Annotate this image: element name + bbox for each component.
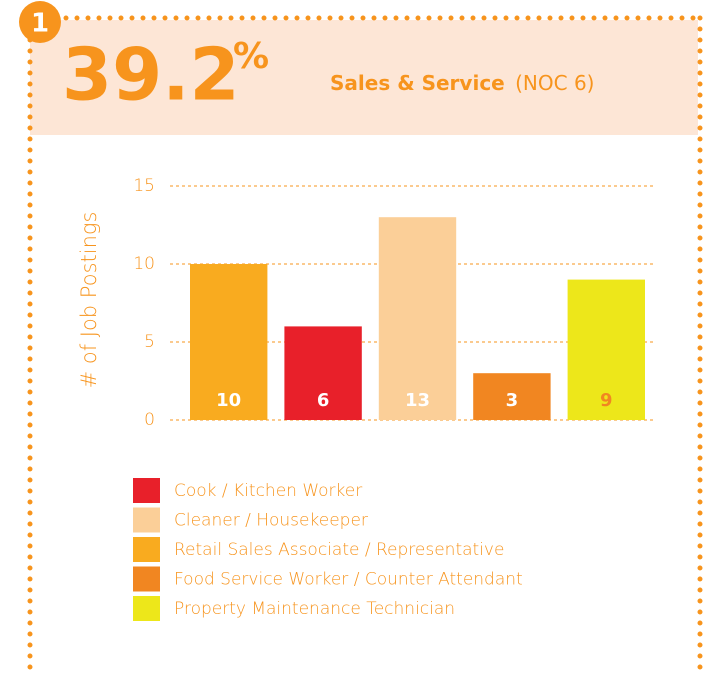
- bar: [567, 279, 645, 420]
- stat-unit: %: [233, 36, 269, 77]
- bar-value-label: 6: [317, 390, 330, 411]
- legend-swatch: [133, 566, 160, 592]
- legend-label: Retail Sales Associate / Representative: [174, 540, 504, 560]
- bar: [473, 373, 551, 420]
- y-tick-label: 10: [133, 254, 155, 274]
- y-tick-label: 15: [133, 176, 155, 196]
- stat-value: 39.2: [62, 33, 240, 117]
- legend-label: Cook / Kitchen Worker: [174, 481, 362, 501]
- y-tick-label: 5: [144, 332, 155, 352]
- header-title: Sales & Service (NOC 6): [330, 71, 594, 95]
- dotted-border: [27, 15, 703, 675]
- bar-value-label: 13: [405, 390, 430, 411]
- bar: [378, 217, 457, 420]
- legend-label: Cleaner / Housekeeper: [174, 511, 368, 531]
- title-note: (NOC 6): [515, 71, 594, 95]
- legend-swatch: [133, 507, 160, 533]
- legend-swatch: [133, 596, 160, 621]
- bar: [284, 326, 362, 420]
- bar: [190, 264, 268, 420]
- legend-swatch: [133, 537, 160, 562]
- badge-number: 1: [31, 9, 49, 39]
- bar-value-label: 3: [506, 390, 519, 411]
- bar-value-label: 9: [600, 390, 613, 411]
- legend-label: Property Maintenance Technician: [174, 599, 455, 619]
- title: Sales & Service: [330, 71, 505, 95]
- y-tick-label: 0: [144, 410, 155, 430]
- bar-value-label: 10: [216, 390, 241, 411]
- legend-swatch: [133, 478, 160, 503]
- header-band: [30, 20, 698, 135]
- badge: [19, 1, 61, 43]
- legend-label: Food Service Worker / Counter Attendant: [174, 570, 523, 590]
- y-axis-label: # of Job Postings: [77, 212, 101, 389]
